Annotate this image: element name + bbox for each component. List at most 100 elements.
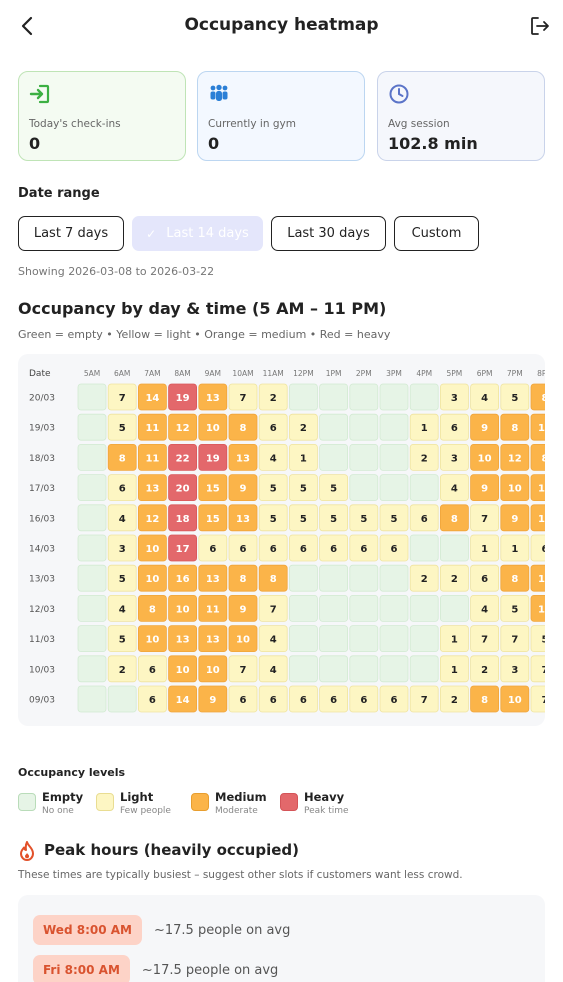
heatmap-cell[interactable] — [228, 474, 258, 501]
heatmap-cell[interactable] — [77, 564, 107, 592]
heatmap-cell[interactable] — [168, 655, 198, 683]
heatmap-cell[interactable] — [258, 534, 288, 562]
heatmap-cell[interactable] — [470, 625, 500, 653]
heatmap-cell[interactable] — [500, 444, 530, 471]
heatmap-cell[interactable] — [77, 685, 107, 713]
heatmap-cell[interactable] — [349, 594, 379, 622]
heatmap-cell[interactable] — [138, 383, 167, 411]
heatmap-cell[interactable] — [288, 564, 318, 592]
heatmap-cell[interactable] — [288, 534, 318, 562]
heatmap-cell[interactable] — [107, 594, 137, 622]
heatmap-cell[interactable] — [500, 564, 530, 592]
range-custom-button[interactable]: Custom — [394, 216, 479, 251]
heatmap-cell[interactable] — [470, 594, 500, 622]
heatmap-cell[interactable] — [198, 413, 228, 441]
heatmap-cell[interactable] — [288, 655, 318, 683]
heatmap-cell[interactable] — [138, 444, 167, 471]
heatmap-cell[interactable] — [379, 625, 409, 653]
heatmap-cell[interactable] — [470, 655, 500, 683]
heatmap-cell[interactable] — [258, 655, 288, 683]
heatmap-cell[interactable] — [228, 383, 258, 411]
heatmap-cell[interactable] — [409, 655, 439, 683]
heatmap-cell[interactable] — [409, 504, 439, 532]
heatmap-cell[interactable] — [470, 534, 500, 562]
heatmap-cell[interactable] — [107, 413, 137, 441]
heatmap-cell[interactable] — [500, 383, 530, 411]
heatmap-cell[interactable] — [379, 383, 409, 411]
heatmap-cell[interactable] — [439, 504, 469, 532]
heatmap-cell[interactable] — [319, 685, 349, 713]
heatmap-cell[interactable] — [319, 534, 349, 562]
heatmap-cell[interactable] — [409, 383, 439, 411]
heatmap-cell[interactable] — [168, 474, 198, 501]
heatmap-cell[interactable] — [530, 534, 545, 562]
heatmap-cell[interactable] — [319, 474, 349, 501]
heatmap-cell[interactable] — [470, 474, 500, 501]
heatmap-cell[interactable] — [319, 594, 349, 622]
heatmap-cell[interactable] — [349, 564, 379, 592]
heatmap-cell[interactable] — [379, 534, 409, 562]
heatmap-cell[interactable] — [530, 413, 545, 441]
heatmap-cell[interactable] — [228, 594, 258, 622]
heatmap-cell[interactable] — [228, 444, 258, 471]
heatmap-cell[interactable] — [500, 474, 530, 501]
heatmap-cell[interactable] — [168, 534, 198, 562]
heatmap-cell[interactable] — [409, 564, 439, 592]
heatmap-cell[interactable] — [379, 594, 409, 622]
heatmap-cell[interactable] — [288, 383, 318, 411]
heatmap-cell[interactable] — [77, 534, 107, 562]
heatmap-cell[interactable] — [379, 655, 409, 683]
heatmap-cell[interactable] — [288, 474, 318, 501]
heatmap-cell[interactable] — [288, 685, 318, 713]
heatmap-cell[interactable] — [138, 504, 167, 532]
heatmap-cell[interactable] — [258, 504, 288, 532]
heatmap-cell[interactable] — [258, 594, 288, 622]
heatmap-cell[interactable] — [470, 564, 500, 592]
heatmap-cell[interactable] — [349, 655, 379, 683]
heatmap-cell[interactable] — [379, 564, 409, 592]
heatmap-cell[interactable] — [198, 655, 228, 683]
heatmap-cell[interactable] — [379, 413, 409, 441]
heatmap-cell[interactable] — [168, 685, 198, 713]
heatmap-cell[interactable] — [409, 685, 439, 713]
heatmap-cell[interactable] — [198, 625, 228, 653]
heatmap-cell[interactable] — [138, 594, 167, 622]
heatmap-cell[interactable] — [168, 594, 198, 622]
heatmap-cell[interactable] — [439, 685, 469, 713]
heatmap-cell[interactable] — [470, 383, 500, 411]
heatmap-cell[interactable] — [409, 594, 439, 622]
heatmap-cell[interactable] — [107, 685, 137, 713]
heatmap-cell[interactable] — [107, 444, 137, 471]
heatmap-cell[interactable] — [198, 534, 228, 562]
heatmap-cell[interactable] — [107, 564, 137, 592]
heatmap-cell[interactable] — [409, 444, 439, 471]
heatmap-cell[interactable] — [107, 534, 137, 562]
heatmap-cell[interactable] — [77, 383, 107, 411]
heatmap-cell[interactable] — [319, 564, 349, 592]
heatmap-cell[interactable] — [439, 534, 469, 562]
range-last-7-days-button[interactable]: Last 7 days — [18, 216, 124, 251]
heatmap-cell[interactable] — [409, 534, 439, 562]
heatmap-cell[interactable] — [530, 474, 545, 501]
heatmap-cell[interactable] — [409, 625, 439, 653]
heatmap-panel[interactable]: Date 5AM 6AM 7AM 8AM 9AM 10AM 11AM 12PM 1PM 2PM 3PM… — [18, 354, 545, 726]
heatmap-cell[interactable] — [138, 564, 167, 592]
heatmap-cell[interactable] — [379, 685, 409, 713]
heatmap-cell[interactable] — [77, 655, 107, 683]
heatmap-cell[interactable] — [530, 504, 545, 532]
heatmap-cell[interactable] — [530, 625, 545, 652]
heatmap-cell[interactable] — [138, 413, 167, 441]
heatmap-cell[interactable] — [470, 504, 500, 532]
logout-button[interactable] — [527, 12, 553, 40]
heatmap-cell[interactable] — [319, 444, 349, 471]
heatmap-cell[interactable] — [500, 534, 530, 562]
heatmap-cell[interactable] — [500, 594, 530, 622]
heatmap-cell[interactable] — [77, 444, 107, 471]
back-button[interactable] — [14, 12, 40, 40]
heatmap-cell[interactable] — [349, 625, 379, 653]
heatmap-cell[interactable] — [168, 504, 198, 532]
heatmap-cell[interactable] — [168, 564, 198, 592]
heatmap-cell[interactable] — [530, 383, 545, 411]
heatmap-cell[interactable] — [500, 413, 530, 441]
heatmap-cell[interactable] — [530, 685, 545, 713]
